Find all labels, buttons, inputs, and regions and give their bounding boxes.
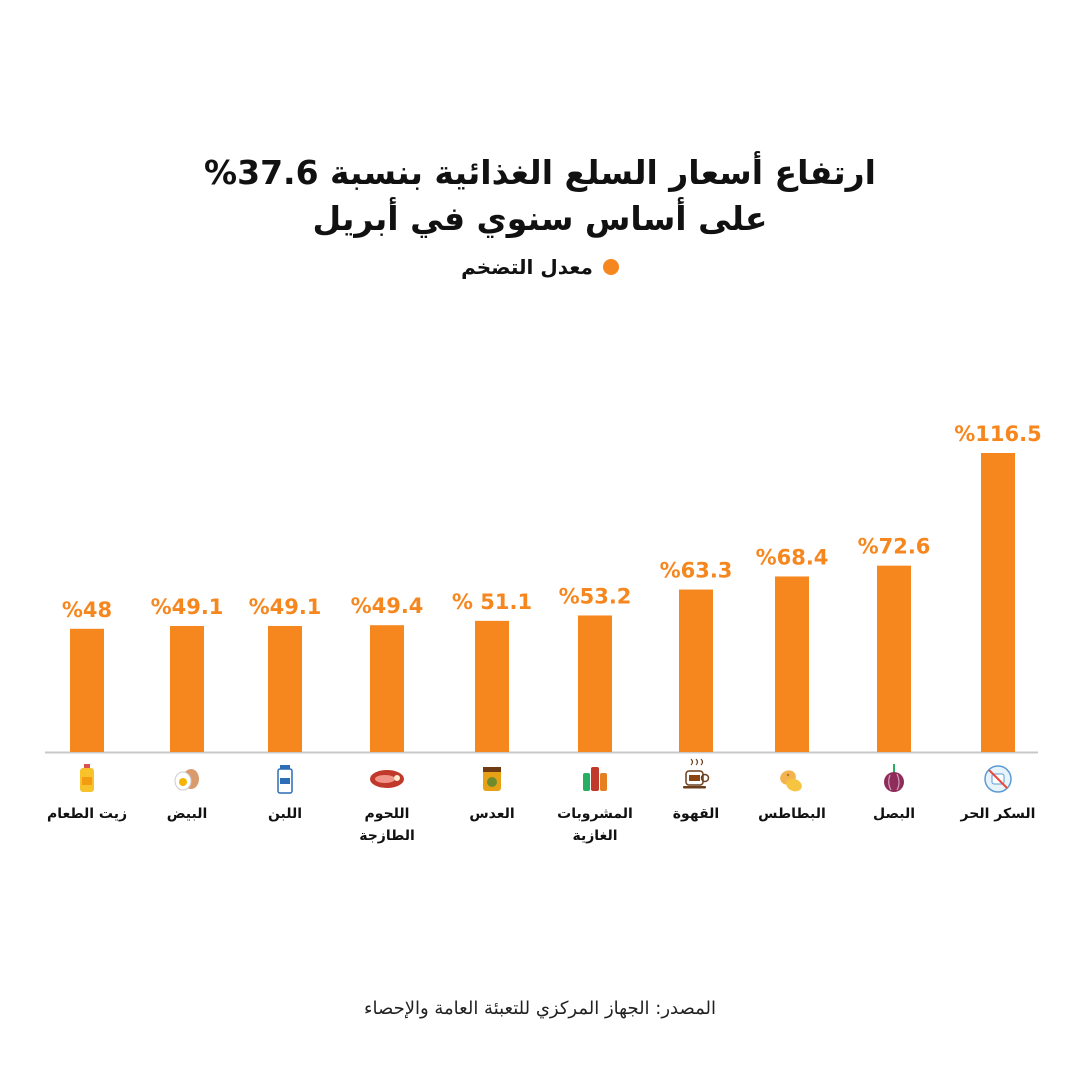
data-label: %53.2 bbox=[559, 584, 632, 608]
bar bbox=[170, 625, 204, 752]
data-label: %49.1 bbox=[151, 595, 224, 619]
category-label: القهوة bbox=[673, 806, 719, 822]
bar bbox=[877, 565, 911, 752]
category-label: اللبن bbox=[268, 806, 302, 822]
data-label: % 51.1 bbox=[452, 590, 532, 614]
data-label: %49.1 bbox=[249, 595, 322, 619]
data-label: %116.5 bbox=[954, 422, 1041, 446]
category-label: السكر الحر bbox=[960, 806, 1036, 822]
category-label: البطاطس bbox=[758, 806, 826, 822]
bar bbox=[268, 625, 302, 752]
coffee-icon bbox=[683, 758, 710, 789]
legend-dot bbox=[602, 259, 619, 275]
soda-icon bbox=[583, 767, 607, 791]
category-label: الغازية bbox=[572, 828, 617, 844]
category-label: زيت الطعام bbox=[47, 806, 127, 822]
sugar-icon bbox=[984, 765, 1012, 793]
data-label: %49.4 bbox=[351, 594, 424, 618]
bar bbox=[578, 615, 612, 752]
potato-icon bbox=[780, 770, 802, 792]
egg-icon bbox=[174, 769, 199, 791]
category-label: اللحوم bbox=[365, 806, 410, 822]
category-label: البيض bbox=[167, 806, 208, 822]
milk-icon bbox=[277, 765, 293, 794]
category-label: العدس bbox=[469, 806, 514, 822]
category-label: البصل bbox=[873, 806, 915, 822]
meat-icon bbox=[370, 770, 404, 788]
source-note: المصدر: الجهاز المركزي للتعبئة العامة وا… bbox=[364, 998, 716, 1019]
data-label: %68.4 bbox=[756, 545, 829, 569]
oil-bottle-icon bbox=[80, 764, 94, 792]
lentils-icon bbox=[483, 767, 501, 791]
bar bbox=[370, 625, 404, 752]
data-label: %72.6 bbox=[858, 535, 931, 559]
bar bbox=[775, 576, 809, 752]
legend: معدل التضخم bbox=[0, 255, 1080, 279]
bar bbox=[475, 620, 509, 752]
chart-title: ارتفاع أسعار السلع الغذائية بنسبة 37.6% … bbox=[0, 150, 1080, 242]
bar bbox=[679, 589, 713, 752]
title-line-1: ارتفاع أسعار السلع الغذائية بنسبة 37.6% bbox=[204, 153, 876, 192]
category-label: المشروبات bbox=[557, 806, 633, 822]
bar bbox=[981, 453, 1015, 752]
data-label: %48 bbox=[62, 598, 112, 622]
data-label: %63.3 bbox=[660, 559, 733, 583]
title-line-2: على أساس سنوي في أبريل bbox=[312, 199, 768, 238]
bar bbox=[70, 628, 104, 752]
category-label: الطازجة bbox=[359, 828, 415, 844]
onion-icon bbox=[884, 764, 904, 792]
legend-label: معدل التضخم bbox=[461, 255, 593, 279]
